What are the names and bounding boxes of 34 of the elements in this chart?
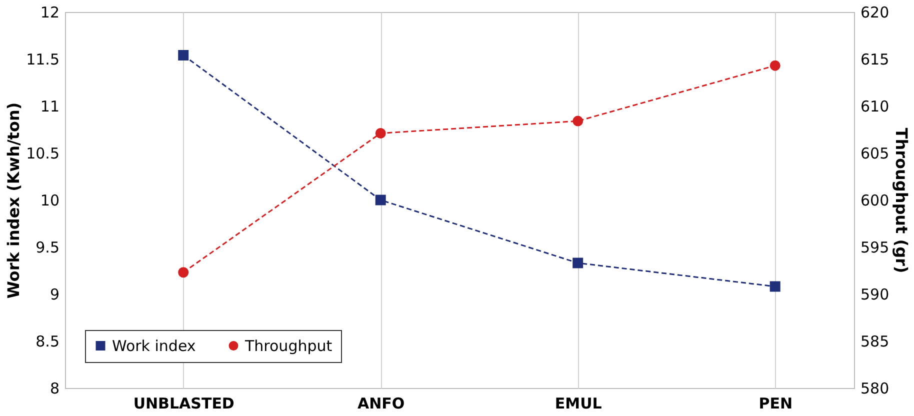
x-tick-label: PEN — [758, 394, 792, 412]
y2-tick-label: 595 — [860, 238, 890, 256]
point — [572, 258, 584, 268]
point — [375, 194, 386, 206]
x-tick-label: EMUL — [554, 394, 602, 412]
point — [572, 116, 584, 126]
x-tick-label: UNBLASTED — [133, 394, 234, 412]
legend-label: Throughput — [244, 336, 332, 355]
y-tick-label: 11.5 — [26, 50, 60, 68]
y-tick-label: 9 — [50, 286, 60, 304]
y-tick-label: 12 — [40, 4, 60, 22]
y2-tick-label: 620 — [860, 4, 890, 22]
point — [178, 267, 189, 278]
y2-tick-label: 605 — [860, 144, 890, 162]
y-tick-label: 8 — [50, 380, 60, 398]
y-tick-label: 11 — [40, 98, 60, 116]
point — [770, 60, 780, 71]
y2-tick-label: 600 — [860, 192, 890, 210]
legend-label: Work index — [112, 336, 196, 355]
x-tick-label: ANFO — [358, 394, 405, 412]
y2-tick-label: 585 — [860, 332, 890, 350]
y2-axis-title: Throughput (gr) — [892, 128, 912, 274]
y2-tick-label: 590 — [860, 286, 890, 304]
y-tick-label: 10 — [40, 192, 60, 210]
y2-tick-label: 580 — [860, 380, 890, 398]
y2-tick-label: 610 — [860, 98, 890, 116]
point — [178, 50, 189, 60]
y-axis-title: Work index (Kwh/ton) — [4, 102, 24, 299]
point — [375, 128, 386, 138]
y-tick-label: 8.5 — [36, 332, 60, 350]
y-tick-label: 9.5 — [36, 238, 60, 256]
y2-tick-label: 615 — [860, 50, 890, 68]
point — [770, 281, 780, 292]
y-tick-label: 10.5 — [26, 144, 60, 162]
